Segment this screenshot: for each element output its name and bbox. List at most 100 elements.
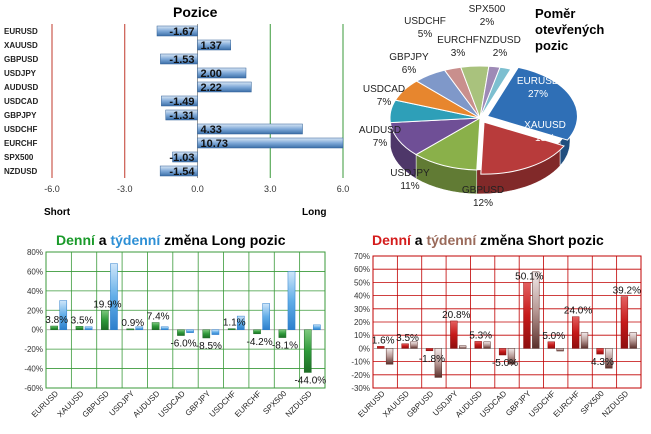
daily-bar: [75, 326, 84, 330]
long-change-chart: 80% 60% 40% 20% 0% -20% -40% -60% 3.8% EURUSD 3.5%…: [24, 248, 326, 419]
pie-slice-percent: 7%: [373, 138, 388, 149]
position-bar: [197, 39, 231, 51]
pie-slice-percent: 2%: [493, 48, 508, 59]
pie-slice-percent: 27%: [528, 89, 548, 100]
long-label: Long: [302, 207, 327, 218]
daily-bar: [126, 328, 135, 331]
data-label: 1.1%: [223, 318, 246, 329]
category-label: NZDUSD: [4, 167, 38, 176]
daily-bar: [620, 296, 629, 349]
positions-panel: Pozice -6.0 -3.0 0.0 3.0 6.0 EURUSD -1.67 XAUUS…: [0, 0, 360, 225]
category-label: USDCAD: [157, 389, 187, 419]
weekly-bar: [135, 326, 144, 330]
daily-bar: [450, 320, 458, 349]
y-tick-label: -10%: [351, 358, 370, 367]
category-label: NZDUSD: [600, 389, 630, 419]
data-label: 1.6%: [372, 335, 395, 346]
pie-slice-percent: 7%: [377, 97, 392, 108]
daily-bar: [596, 348, 604, 355]
weekly-bar: [84, 326, 93, 330]
daily-bar: [474, 341, 482, 349]
pie-slice: [479, 66, 512, 119]
category-label: GBPUSD: [4, 55, 38, 64]
daily-bar: [278, 329, 287, 338]
pie-slice-label: SPX500: [469, 4, 506, 15]
position-bar: [197, 123, 303, 135]
ratio-title-line-3: pozic: [535, 38, 569, 53]
pie-slice: [480, 121, 565, 175]
pie-slice-label: EURCHF: [437, 35, 479, 46]
weekly-bar: [211, 329, 220, 335]
long-title-rest: změna Long pozic: [160, 232, 286, 248]
short-label: Short: [44, 207, 71, 218]
data-label: -1.8%: [419, 354, 445, 365]
daily-bar: [151, 322, 160, 330]
category-label: GBPUSD: [405, 389, 435, 419]
y-tick-label: -20%: [351, 371, 370, 380]
x-tick-label: -6.0: [44, 184, 60, 194]
position-bar: [165, 109, 198, 121]
pie-slice-label: GBPJPY: [389, 52, 429, 63]
position-bar: [197, 137, 344, 149]
category-label: USDCAD: [4, 97, 38, 106]
weekly-bar: [385, 348, 394, 365]
y-tick-label: -40%: [24, 365, 43, 374]
value-label: -1.54: [169, 166, 195, 178]
long-title-daily: Denní: [56, 232, 95, 248]
daily-bar: [547, 341, 555, 349]
long-title-weekly: týdenní: [110, 232, 161, 248]
weekly-bar: [110, 263, 118, 330]
daily-bar: [523, 282, 531, 349]
value-label: 1.37: [201, 40, 222, 52]
weekly-bar: [483, 341, 491, 349]
data-label: 5.3%: [469, 330, 492, 341]
value-label: -1.49: [169, 96, 194, 108]
data-label: -8.5%: [196, 341, 222, 352]
position-bar: [197, 81, 252, 93]
y-tick-label: 40%: [27, 287, 43, 296]
daily-bar: [401, 343, 409, 349]
y-tick-label: 60%: [27, 267, 43, 276]
value-label: 2.00: [201, 68, 222, 80]
category-label: GBPJPY: [4, 111, 37, 120]
y-tick-label: 70%: [354, 252, 370, 261]
x-tick-label: 3.0: [264, 184, 277, 194]
data-label: -8.1%: [272, 341, 298, 352]
daily-bar: [227, 328, 236, 330]
short-change-panel: Denní a týdenní změna Short pozic 70% 60%…: [335, 228, 651, 434]
weekly-bar: [532, 271, 540, 349]
daily-bar: [425, 348, 434, 352]
weekly-bar: [605, 348, 613, 369]
ratio-title: Poměr otevřených pozic: [535, 6, 604, 54]
short-change-title: Denní a týdenní změna Short pozic: [372, 232, 604, 248]
position-bar: [159, 165, 198, 177]
y-tick-label: 0%: [358, 344, 370, 353]
long-change-panel: Denní a týdenní změna Long pozic 80% 60% 4…: [0, 228, 335, 434]
category-label: EURCHF: [4, 139, 37, 148]
y-tick-label: 60%: [354, 265, 370, 274]
daily-bar: [50, 325, 58, 330]
category-label: USDJPY: [4, 69, 37, 78]
category-label: XAUUSD: [4, 41, 38, 50]
weekly-bar: [459, 345, 467, 349]
position-bar: [197, 67, 247, 79]
data-label: 4.3%: [591, 357, 614, 368]
pie-slice-label: USDCHF: [404, 16, 446, 27]
pie-slice-percent: 11%: [400, 181, 419, 192]
weekly-bar: [313, 324, 321, 330]
pie-slice-percent: 5%: [418, 29, 433, 40]
daily-bar: [253, 329, 261, 335]
weekly-bar: [287, 271, 296, 330]
category-label: NZDUSD: [284, 389, 314, 419]
data-label: 24.0%: [564, 306, 592, 317]
daily-bar: [202, 329, 211, 339]
positions-title: Pozice: [173, 4, 218, 20]
daily-bar: [572, 316, 580, 349]
data-label: -5.0%: [492, 358, 518, 369]
value-label: -1.67: [169, 26, 194, 38]
short-title-weekly: týdenní: [426, 232, 477, 248]
weekly-bar: [556, 348, 564, 352]
data-label: 3.8%: [45, 315, 68, 326]
weekly-bar: [580, 332, 589, 349]
pie-slice-percent: 6%: [402, 65, 417, 76]
